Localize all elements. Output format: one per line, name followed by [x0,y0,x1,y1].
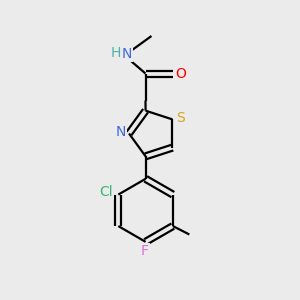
Text: F: F [141,244,149,258]
Text: N: N [122,47,132,61]
Text: H: H [110,46,121,60]
Text: S: S [176,111,185,125]
Text: Cl: Cl [100,184,113,199]
Text: O: O [176,67,186,80]
Text: N: N [116,125,126,139]
